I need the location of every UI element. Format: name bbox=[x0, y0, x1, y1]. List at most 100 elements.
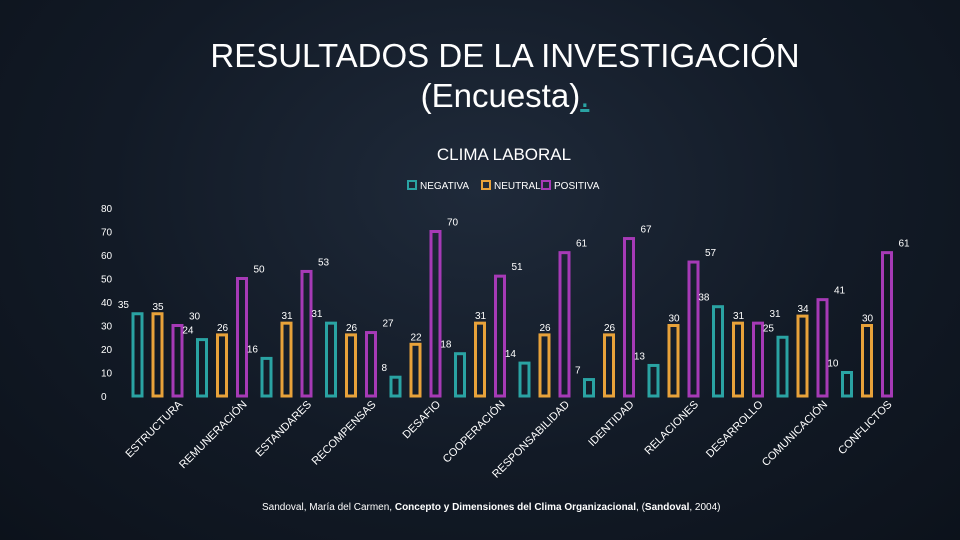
data-label: 57 bbox=[705, 248, 717, 259]
legend-swatch-neutral bbox=[481, 180, 491, 190]
data-label: 25 bbox=[763, 323, 775, 334]
data-label: 13 bbox=[634, 351, 646, 362]
x-tick-label: DESARROLLO bbox=[704, 398, 766, 460]
data-label: 8 bbox=[381, 363, 387, 374]
data-label: 31 bbox=[281, 311, 293, 322]
x-tick-label: ESTANDARES bbox=[253, 399, 314, 460]
data-label: 31 bbox=[733, 311, 745, 322]
bar-positiva bbox=[623, 237, 635, 398]
bar-positiva bbox=[365, 331, 377, 398]
source-citation: Sandoval, María del Carmen, Concepto y D… bbox=[262, 502, 721, 513]
title-line-2-text: (Encuesta) bbox=[420, 77, 581, 114]
bar-neutral bbox=[409, 342, 422, 398]
x-tick-label: CONFLICTOS bbox=[836, 399, 894, 457]
data-label: 35 bbox=[152, 302, 164, 313]
x-tick-label: IDENTIDAD bbox=[586, 399, 636, 449]
legend-label-positiva: POSITIVA bbox=[554, 181, 600, 192]
y-tick-label: 0 bbox=[101, 392, 107, 403]
data-label: 26 bbox=[217, 323, 229, 334]
data-label: 18 bbox=[440, 340, 452, 351]
y-tick-label: 30 bbox=[101, 322, 113, 333]
bar-negativa bbox=[454, 352, 466, 398]
chart-title: CLIMA LABORAL bbox=[437, 145, 571, 164]
data-label: 31 bbox=[475, 311, 487, 322]
data-label: 27 bbox=[383, 319, 395, 330]
bar-negativa bbox=[260, 356, 273, 398]
bar-negativa bbox=[325, 321, 337, 398]
bar-positiva bbox=[300, 269, 313, 398]
x-tick-label: RECOMPENSAS bbox=[310, 399, 379, 468]
y-tick-label: 10 bbox=[101, 369, 113, 380]
bar-negativa bbox=[583, 378, 595, 398]
x-tick-label: DESAFIO bbox=[400, 398, 443, 441]
legend-label-negativa: NEGATIVA bbox=[420, 181, 469, 192]
x-tick-label: COMUNICACIÓN bbox=[759, 398, 830, 469]
bar-negativa bbox=[712, 305, 724, 398]
legend-label-neutral: NEUTRAL bbox=[494, 181, 541, 192]
bar-positiva bbox=[752, 321, 764, 398]
bar-positiva bbox=[816, 298, 829, 398]
data-label: 50 bbox=[254, 265, 266, 276]
y-tick-label: 50 bbox=[101, 275, 113, 286]
y-tick-label: 40 bbox=[101, 298, 113, 309]
source-author: Sandoval bbox=[644, 502, 690, 513]
data-label: 34 bbox=[797, 304, 809, 315]
bar-positiva bbox=[494, 274, 506, 398]
data-label: 22 bbox=[410, 332, 422, 343]
data-label: 26 bbox=[604, 323, 616, 334]
data-label: 51 bbox=[512, 262, 524, 273]
x-tick-label: RELACIONES bbox=[642, 399, 701, 458]
bar-negativa bbox=[518, 361, 531, 398]
source-mid: , ( bbox=[636, 502, 645, 513]
data-label: 53 bbox=[318, 257, 330, 268]
legend-swatch-negativa bbox=[407, 180, 417, 190]
data-label: 31 bbox=[311, 309, 323, 320]
data-label: 10 bbox=[827, 359, 839, 370]
bar-neutral bbox=[474, 321, 486, 398]
data-label: 16 bbox=[247, 344, 259, 355]
data-label: 26 bbox=[346, 323, 358, 334]
bar-negativa bbox=[776, 335, 789, 398]
bar-neutral bbox=[216, 333, 228, 398]
data-label: 24 bbox=[182, 326, 194, 337]
x-tick-label: ESTRUCTURA bbox=[123, 398, 185, 460]
title-dot: . bbox=[580, 77, 590, 114]
data-label: 14 bbox=[505, 349, 517, 360]
bar-neutral bbox=[796, 314, 809, 398]
bar-neutral bbox=[732, 321, 744, 398]
data-label: 30 bbox=[189, 312, 201, 323]
data-label: 30 bbox=[668, 314, 680, 325]
bar-neutral bbox=[345, 333, 357, 398]
y-tick-label: 20 bbox=[101, 345, 113, 356]
bar-negativa bbox=[196, 338, 208, 398]
bar-positiva bbox=[236, 277, 248, 398]
data-label: 31 bbox=[770, 309, 782, 320]
bar-negativa bbox=[131, 312, 144, 398]
bar-negativa bbox=[841, 371, 853, 398]
y-tick-label: 70 bbox=[101, 228, 113, 239]
slide-title: RESULTADOS DE LA INVESTIGACIÓN (Encuesta… bbox=[0, 36, 960, 116]
x-tick-label: REMUNERACIÓN bbox=[176, 398, 249, 471]
bar-negativa bbox=[389, 375, 402, 398]
bar-neutral bbox=[603, 333, 615, 398]
y-tick-label: 60 bbox=[101, 251, 113, 262]
data-label: 70 bbox=[447, 218, 459, 229]
bar-positiva bbox=[558, 251, 571, 398]
bar-neutral bbox=[667, 324, 680, 398]
bar-positiva bbox=[171, 324, 184, 398]
bar-neutral bbox=[151, 312, 164, 398]
data-label: 38 bbox=[698, 293, 710, 304]
y-tick-label: 80 bbox=[101, 204, 113, 215]
data-label: 35 bbox=[118, 300, 130, 311]
legend-swatch-positiva bbox=[541, 180, 551, 190]
bar-positiva bbox=[881, 251, 893, 398]
data-label: 30 bbox=[862, 314, 874, 325]
x-tick-label: COOPERACIÓN bbox=[440, 398, 508, 466]
bar-positiva bbox=[687, 260, 700, 398]
title-line-1: RESULTADOS DE LA INVESTIGACIÓN bbox=[210, 37, 800, 74]
source-title: Concepto y Dimensiones del Clima Organiz… bbox=[394, 502, 637, 513]
title-line-2: (Encuesta). bbox=[0, 76, 960, 116]
data-label: 26 bbox=[539, 323, 551, 334]
bar-positiva bbox=[429, 230, 442, 398]
